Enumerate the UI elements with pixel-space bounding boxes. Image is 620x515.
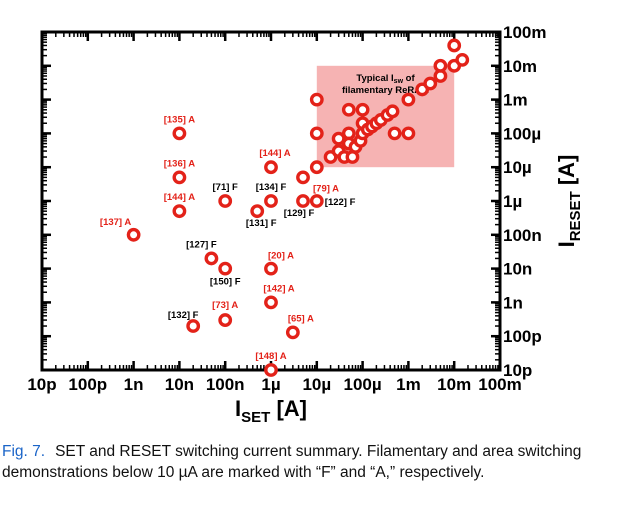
x-tick-label: 10m xyxy=(437,375,471,394)
data-point-labeled xyxy=(126,227,141,242)
data-point-labeled xyxy=(250,204,265,219)
point-reference-label: [132] F xyxy=(168,310,199,321)
point-reference-label: [150] F xyxy=(210,277,241,288)
figure-caption: Fig. 7. SET and RESET switching current s… xyxy=(2,441,614,483)
point-reference-label: [148] A xyxy=(255,351,286,362)
y-axis-title-sub: RESET xyxy=(567,191,584,241)
data-point-labeled xyxy=(218,313,233,327)
data-point-labeled xyxy=(172,126,187,141)
point-reference-label: [144] A xyxy=(259,148,290,159)
y-tick-label: 10m xyxy=(503,57,537,76)
data-points xyxy=(126,38,470,377)
data-point xyxy=(385,104,400,119)
data-point-labeled xyxy=(264,194,278,208)
y-tick-labels: 100m 10m 1m 100µ 10µ 1µ 100n 10n 1n 100p 10p xyxy=(503,23,546,380)
y-tick-label: 100m xyxy=(503,23,546,42)
data-point xyxy=(447,38,462,53)
point-reference-label: [131] F xyxy=(246,218,277,229)
data-point-labeled xyxy=(264,261,278,276)
x-tick-label: 10µ xyxy=(302,375,331,394)
region-label-line-2: filamentary ReRAM xyxy=(342,85,429,96)
data-point xyxy=(355,102,370,117)
data-point-labeled xyxy=(218,261,233,276)
y-tick-label: 10n xyxy=(503,260,532,279)
data-point-labeled xyxy=(172,204,187,219)
x-tick-label: 1m xyxy=(396,375,421,394)
data-point xyxy=(309,92,324,107)
x-tick-label: 100p xyxy=(68,375,107,394)
data-point xyxy=(341,102,356,117)
point-reference-label: [136] A xyxy=(164,158,195,169)
x-tick-label: 1µ xyxy=(261,375,280,394)
x-tick-label: 1n xyxy=(124,375,144,394)
y-tick-label: 100µ xyxy=(503,124,541,143)
point-reference-label: [135] A xyxy=(164,114,195,125)
data-point-labeled xyxy=(296,170,310,185)
data-point-labeled xyxy=(285,325,300,340)
point-reference-label: [129] F xyxy=(284,208,315,219)
data-point-labeled xyxy=(186,319,201,333)
x-tick-label: 100m xyxy=(478,375,521,394)
point-reference-label: [122] F xyxy=(325,197,356,208)
data-point xyxy=(331,131,346,146)
figure-label: Fig. 7. xyxy=(2,443,46,460)
y-tick-label: 10p xyxy=(503,361,532,380)
x-axis-title-main: I xyxy=(235,396,241,421)
y-tick-label: 1n xyxy=(503,293,523,312)
data-point-labeled xyxy=(218,194,233,208)
data-point-labeled xyxy=(172,170,187,185)
x-axis-title-sub: SET xyxy=(241,409,270,426)
y-tick-label: 1µ xyxy=(503,192,522,211)
x-tick-labels: 10p 100p 1n 10n 100n 1µ 10µ 100µ 1m 10m 100m xyxy=(27,375,521,394)
data-point-labeled xyxy=(264,160,278,175)
x-axis-title-unit: [A] xyxy=(270,396,307,421)
data-point xyxy=(387,126,402,141)
data-point-labeled xyxy=(264,295,278,310)
data-point xyxy=(401,92,416,107)
y-tick-label: 10µ xyxy=(503,158,532,177)
data-point-labeled xyxy=(309,194,324,208)
x-tick-label: 10n xyxy=(165,375,194,394)
x-tick-label: 100n xyxy=(206,375,245,394)
point-reference-label: [71] F xyxy=(213,182,239,193)
data-point xyxy=(455,52,470,67)
data-point xyxy=(401,126,416,141)
point-reference-label: [79] A xyxy=(313,183,339,194)
y-tick-label: 100n xyxy=(503,226,542,245)
point-reference-label: [65] A xyxy=(288,313,314,324)
y-axis-title-unit: [A] xyxy=(554,155,579,192)
point-reference-label: [137] A xyxy=(100,217,131,228)
reference-labels: [135] A [136] A [144] A [137] A [144] A [71] … xyxy=(100,114,356,362)
point-reference-label: [144] A xyxy=(164,192,195,203)
y-tick-label: 100p xyxy=(503,327,542,346)
y-axis-title: IRESET [A] xyxy=(554,155,584,248)
data-point-labeled xyxy=(204,251,219,266)
point-reference-label: [142] A xyxy=(263,283,294,294)
data-point xyxy=(309,160,324,175)
data-point xyxy=(309,126,324,141)
x-axis-title: ISET [A] xyxy=(235,396,307,426)
data-point xyxy=(433,58,448,73)
x-tick-label: 10p xyxy=(27,375,56,394)
scatter-chart: Typical Isw of filamentary ReRAM 10p 100p… xyxy=(27,23,584,426)
caption-text: SET and RESET switching current summary.… xyxy=(2,443,582,481)
region-label-text-end: of xyxy=(403,73,415,84)
region-label-line-1: Typical Isw of xyxy=(356,73,415,85)
y-tick-label: 1m xyxy=(503,91,528,110)
data-point-labeled xyxy=(296,194,310,208)
x-tick-label: 100µ xyxy=(344,375,382,394)
axis-ticks xyxy=(40,30,502,372)
point-reference-label: [20] A xyxy=(268,251,294,262)
region-label-text: Typical I xyxy=(356,73,393,84)
region-label-subscript: sw xyxy=(394,78,404,85)
point-reference-label: [73] A xyxy=(212,300,238,311)
y-axis-title-main: I xyxy=(554,241,579,247)
data-point-labeled xyxy=(264,363,278,377)
data-point xyxy=(423,76,438,91)
point-reference-label: [127] F xyxy=(186,239,217,250)
point-reference-label: [134] F xyxy=(256,182,287,193)
